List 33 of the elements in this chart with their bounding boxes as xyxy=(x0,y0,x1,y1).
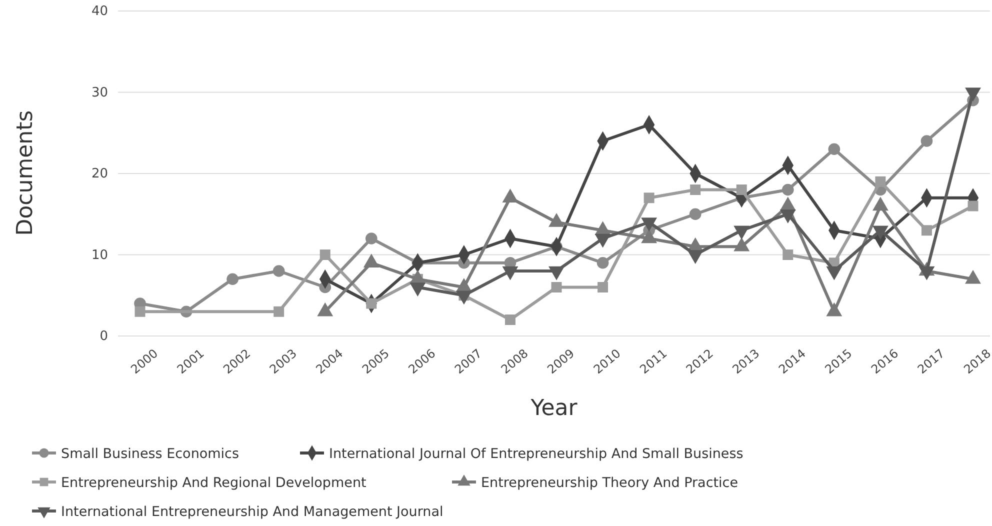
point xyxy=(644,192,654,204)
y-tick-label: 30 xyxy=(91,85,108,100)
point xyxy=(921,225,932,236)
point xyxy=(226,273,238,286)
point xyxy=(690,184,701,195)
legend-label: Entrepreneurship Theory And Practice xyxy=(481,475,738,491)
point xyxy=(504,314,516,325)
point xyxy=(598,282,608,292)
legend-label: Small Business Economics xyxy=(61,446,239,462)
y-tick-label: 0 xyxy=(100,329,108,344)
x-axis-title: Year xyxy=(530,396,578,421)
point xyxy=(736,184,747,195)
legend-label: International Journal Of Entrepreneurship And Small Business xyxy=(329,446,744,462)
point xyxy=(689,208,702,220)
point xyxy=(968,200,978,212)
y-tick-label: 20 xyxy=(91,166,108,182)
legend-label: Entrepreneurship And Regional Development xyxy=(61,475,366,491)
point xyxy=(272,265,285,277)
point xyxy=(828,143,840,156)
point xyxy=(274,306,284,317)
point xyxy=(134,306,146,317)
point xyxy=(782,250,794,260)
y-tick-label: 40 xyxy=(91,4,108,20)
point xyxy=(365,232,378,244)
point xyxy=(551,282,562,292)
y-tick-label: 10 xyxy=(91,248,108,263)
point xyxy=(320,250,330,260)
y-axis-title: Documents xyxy=(13,110,38,236)
point xyxy=(596,256,609,269)
point xyxy=(875,176,886,187)
point xyxy=(920,135,933,147)
legend-label: International Entrepreneurship And Management Journal xyxy=(61,504,444,520)
point xyxy=(782,184,794,196)
